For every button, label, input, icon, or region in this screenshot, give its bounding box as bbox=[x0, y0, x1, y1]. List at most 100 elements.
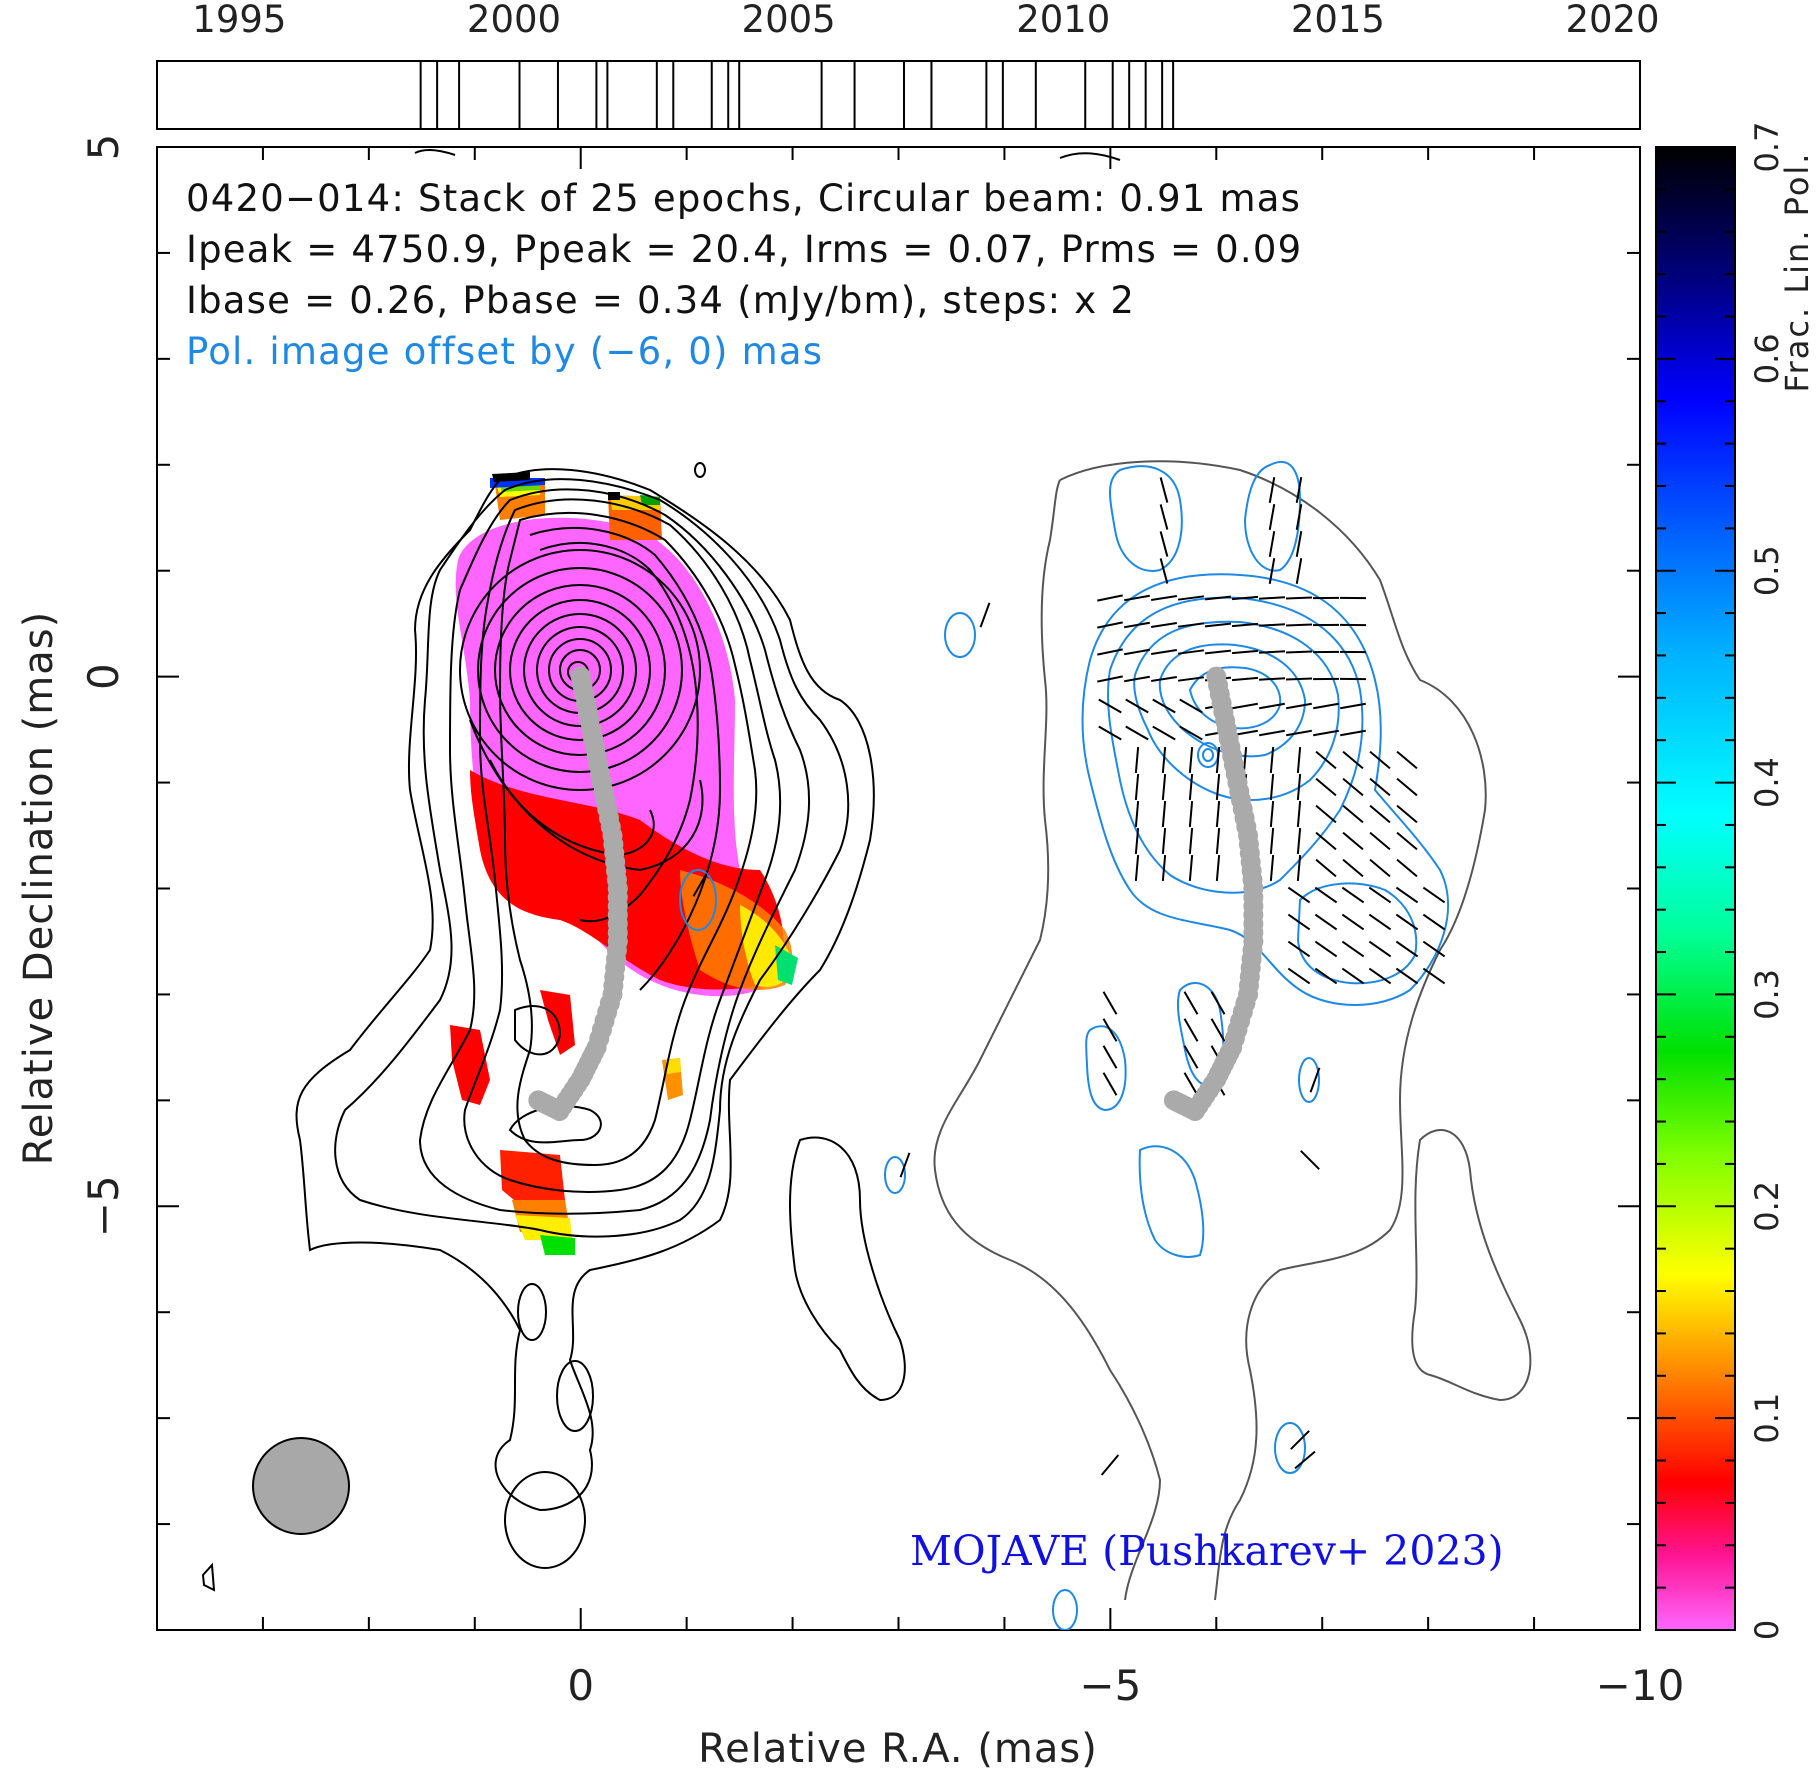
evpa-tick bbox=[1183, 1018, 1199, 1042]
evpa-tick bbox=[1161, 800, 1167, 828]
timeline-year-label: 2015 bbox=[1291, 0, 1385, 41]
evpa-tick bbox=[1124, 594, 1150, 602]
evpa-tick bbox=[1134, 746, 1140, 774]
evpa-tick bbox=[1296, 773, 1302, 801]
evpa-tick bbox=[1285, 596, 1313, 600]
evpa-tick bbox=[1177, 676, 1205, 682]
evpa-tick bbox=[1314, 967, 1338, 985]
evpa-tick bbox=[1097, 675, 1123, 683]
annotation-line-3: Ibase = 0.26, Pbase = 0.34 (mJy/bm), ste… bbox=[186, 279, 1135, 322]
evpa-tick bbox=[1296, 800, 1302, 828]
evpa-tick bbox=[1183, 991, 1199, 1015]
evpa-tick bbox=[1309, 1067, 1321, 1093]
evpa-tick bbox=[1124, 621, 1150, 629]
timeline-year-label: 1995 bbox=[192, 0, 286, 41]
evpa-tick bbox=[1188, 854, 1194, 882]
evpa-tick bbox=[1340, 729, 1366, 737]
evpa-tick bbox=[1294, 1450, 1316, 1470]
evpa-tick bbox=[1188, 773, 1194, 801]
evpa-tick bbox=[1341, 967, 1365, 985]
evpa-tick bbox=[1296, 854, 1302, 882]
evpa-tick bbox=[1159, 504, 1169, 530]
evpa-tick bbox=[1179, 698, 1203, 714]
evpa-tick bbox=[1102, 1045, 1118, 1069]
annotation-line-4: Pol. image offset by (−6, 0) mas bbox=[186, 330, 823, 373]
colorbar-tick-label: 0.2 bbox=[1748, 1181, 1786, 1232]
evpa-tick bbox=[1286, 702, 1312, 710]
timeline-box bbox=[156, 60, 1641, 130]
evpa-tick bbox=[1097, 594, 1123, 602]
evpa-tick bbox=[1368, 940, 1392, 958]
evpa-tick bbox=[1125, 698, 1149, 714]
evpa-tick bbox=[1231, 676, 1259, 682]
evpa-tick bbox=[1151, 595, 1177, 601]
evpa-tick bbox=[1210, 1018, 1226, 1042]
evpa-tick bbox=[1231, 595, 1259, 601]
evpa-tick bbox=[1259, 702, 1285, 710]
evpa-tick bbox=[1395, 886, 1419, 904]
evpa-tick bbox=[979, 602, 991, 628]
evpa-tick bbox=[1177, 649, 1205, 655]
evpa-tick bbox=[1369, 777, 1391, 797]
evpa-tick bbox=[1342, 804, 1364, 824]
evpa-tick bbox=[899, 1152, 911, 1178]
evpa-tick bbox=[1422, 886, 1446, 904]
evpa-tick bbox=[1287, 940, 1311, 958]
evpa-tick bbox=[1313, 702, 1339, 710]
colorbar-tick-label: 0.5 bbox=[1748, 545, 1786, 596]
evpa-tick bbox=[1215, 773, 1221, 801]
evpa-tick bbox=[1159, 531, 1169, 557]
evpa-tick bbox=[1369, 858, 1391, 878]
evpa-tick bbox=[1368, 886, 1392, 904]
evpa-tick bbox=[1152, 725, 1176, 741]
evpa-tick bbox=[1134, 854, 1140, 882]
evpa-tick bbox=[1215, 827, 1221, 855]
evpa-tick bbox=[1341, 940, 1365, 958]
evpa-tick bbox=[1215, 800, 1221, 828]
evpa-tick bbox=[1396, 777, 1418, 797]
evpa-tick bbox=[1102, 1018, 1118, 1042]
evpa-tick bbox=[1183, 1072, 1199, 1096]
evpa-tick bbox=[1124, 675, 1150, 683]
evpa-tick bbox=[1134, 800, 1140, 828]
beam-circle bbox=[252, 1437, 350, 1535]
evpa-tick bbox=[1340, 702, 1366, 710]
evpa-tick bbox=[1295, 558, 1303, 584]
evpa-tick bbox=[1210, 991, 1226, 1015]
x-tick-label: 0 bbox=[567, 1661, 594, 1710]
colorbar-tick-label: 0.4 bbox=[1748, 757, 1786, 808]
evpa-tick bbox=[1290, 1430, 1310, 1450]
colorbar-tick-label: 0.3 bbox=[1748, 969, 1786, 1020]
evpa-tick bbox=[1341, 886, 1365, 904]
evpa-tick bbox=[1124, 648, 1150, 656]
evpa-tick bbox=[1287, 913, 1311, 931]
evpa-tick bbox=[1188, 746, 1194, 774]
evpa-tick bbox=[1100, 1454, 1120, 1476]
evpa-tick bbox=[1315, 804, 1337, 824]
evpa-tick bbox=[1161, 854, 1167, 882]
evpa-tick bbox=[1395, 940, 1419, 958]
evpa-tick bbox=[1268, 558, 1276, 584]
evpa-tick bbox=[1188, 800, 1194, 828]
evpa-tick bbox=[1269, 827, 1275, 855]
evpa-tick bbox=[1285, 677, 1313, 681]
evpa-tick bbox=[1161, 827, 1167, 855]
colorbar-tick-label: 0.7 bbox=[1748, 122, 1786, 173]
evpa-tick bbox=[1231, 622, 1259, 628]
evpa-tick bbox=[1098, 698, 1122, 714]
annotation-line-2: Ipeak = 4750.9, Ppeak = 20.4, Irms = 0.0… bbox=[186, 228, 1302, 271]
evpa-tick bbox=[1179, 725, 1203, 741]
plot-frame bbox=[156, 146, 1641, 1631]
evpa-tick bbox=[1368, 967, 1392, 985]
evpa-tick bbox=[1286, 729, 1312, 737]
evpa-tick bbox=[1161, 746, 1167, 774]
evpa-tick bbox=[1268, 531, 1276, 557]
y-axis-label: Relative Declination (mas) bbox=[16, 611, 62, 1165]
evpa-tick bbox=[1098, 725, 1122, 741]
evpa-tick bbox=[1268, 504, 1276, 530]
evpa-tick bbox=[1422, 967, 1446, 985]
evpa-tick bbox=[1396, 750, 1418, 770]
evpa-tick bbox=[1368, 913, 1392, 931]
evpa-tick bbox=[1232, 702, 1258, 710]
x-tick-label: −5 bbox=[1079, 1661, 1141, 1710]
